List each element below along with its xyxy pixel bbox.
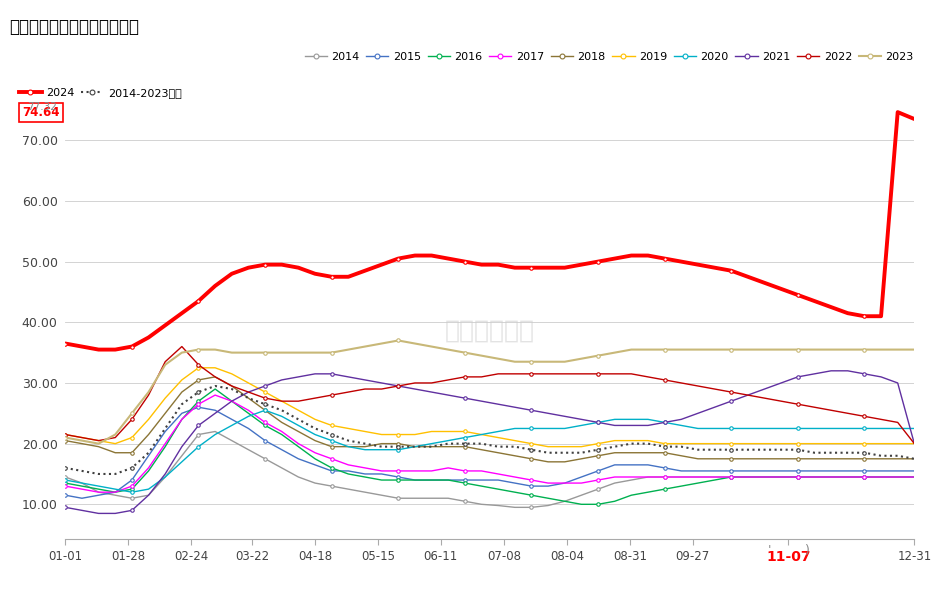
Text: 紫金天风期货: 紫金天风期货	[445, 319, 535, 343]
Legend: 2024, 2014-2023均值: 2024, 2014-2023均值	[15, 83, 186, 102]
Legend: 2014, 2015, 2016, 2017, 2018, 2019, 2020, 2021, 2022, 2023: 2014, 2015, 2016, 2017, 2018, 2019, 2020…	[300, 47, 918, 66]
Text: ': '	[768, 544, 772, 557]
Text: 华东社会库存季节性（万吨）: 华东社会库存季节性（万吨）	[9, 18, 139, 36]
Text: ): )	[804, 544, 810, 557]
Text: 74.64: 74.64	[22, 105, 60, 119]
Text: 77.32: 77.32	[27, 102, 57, 113]
